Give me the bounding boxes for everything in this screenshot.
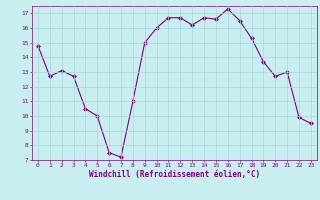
X-axis label: Windchill (Refroidissement éolien,°C): Windchill (Refroidissement éolien,°C) [89, 170, 260, 179]
